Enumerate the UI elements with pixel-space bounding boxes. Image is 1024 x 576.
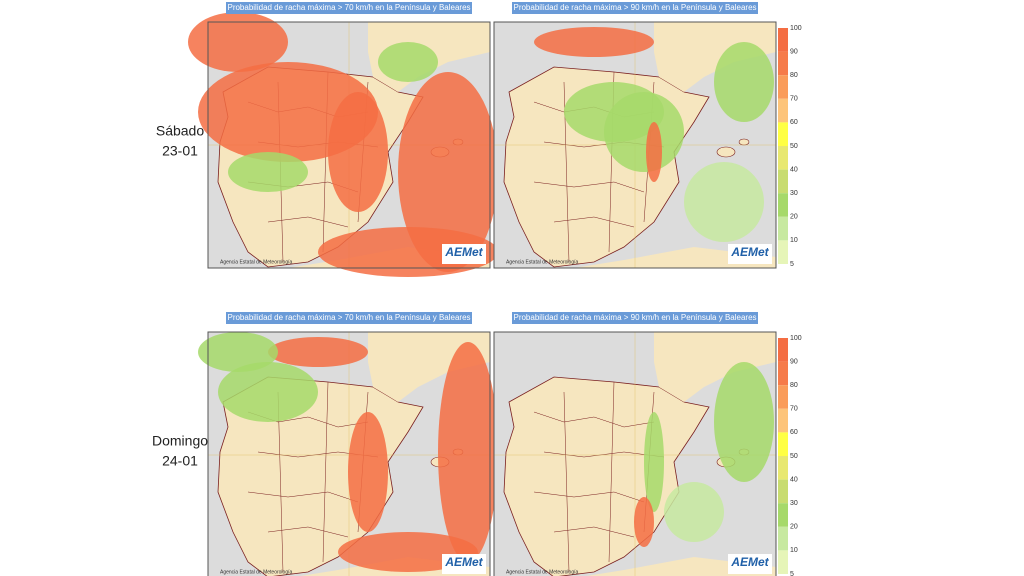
credit: Agencia Estatal de Meteorología: [506, 259, 578, 265]
map-panel: AEMet Agencia Estatal de Meteorología: [188, 12, 498, 277]
legend-swatch: [778, 338, 788, 362]
logo: AEMet: [730, 245, 769, 259]
title-bg: [512, 2, 758, 14]
wind-area: [218, 362, 318, 422]
legend-swatch: [778, 526, 788, 551]
logo-box: [442, 554, 486, 574]
logo-box: [728, 244, 772, 264]
legend-label: 90: [790, 48, 798, 55]
legend-label: 80: [790, 382, 798, 389]
legend-swatch: [778, 503, 788, 527]
legend-label: 50: [790, 453, 798, 460]
legend-swatch: [778, 193, 788, 217]
legend-label: 60: [790, 119, 798, 126]
legend-label: 100: [790, 335, 802, 342]
legend-swatch: [778, 51, 788, 76]
wind-area: [378, 42, 438, 82]
row-date: 23-01: [162, 143, 198, 159]
legend-label: 100: [790, 25, 802, 32]
legend-label: 20: [790, 214, 798, 221]
title-bg: [226, 2, 472, 14]
legend-swatch: [778, 75, 788, 99]
wind-area: [348, 412, 388, 532]
credit: Agencia Estatal de Meteorología: [506, 569, 578, 575]
wind-area: [646, 122, 662, 182]
wind-area: [328, 92, 388, 212]
wind-area: [564, 82, 664, 142]
legend-swatch: [778, 479, 788, 504]
legend-swatch: [778, 408, 788, 433]
wind-area: [438, 342, 498, 562]
legend-swatch: [778, 146, 788, 170]
legend-label: 60: [790, 429, 798, 436]
legend-swatch: [778, 456, 788, 480]
panel-title: Probabilidad de racha máxima > 90 km/h e…: [513, 313, 756, 322]
wind-area: [714, 362, 774, 482]
row-day: Domingo: [152, 433, 208, 449]
wind-area: [664, 482, 724, 542]
legend-label: 50: [790, 143, 798, 150]
row-date: 24-01: [162, 453, 198, 469]
panel-title: Probabilidad de racha máxima > 90 km/h e…: [513, 3, 756, 12]
wind-area: [188, 12, 288, 72]
wind-area: [398, 72, 498, 272]
legend-swatch: [778, 385, 788, 409]
wind-area: [534, 27, 654, 57]
title-bg: [512, 312, 758, 324]
logo: AEMet: [444, 245, 483, 259]
legend-label: 80: [790, 72, 798, 79]
legend-label: 10: [790, 547, 798, 554]
logo: AEMet: [730, 555, 769, 569]
wind-area: [268, 337, 368, 367]
wind-area: [228, 152, 308, 192]
panel-border: [493, 21, 777, 269]
logo-box: [728, 554, 772, 574]
legend-label: 40: [790, 166, 798, 173]
map-panel: AEMet Agencia Estatal de Meteorología: [493, 331, 777, 576]
wind-area: [714, 42, 774, 122]
logo-box: [442, 244, 486, 264]
row-day: Sábado: [156, 123, 204, 139]
legend-swatch: [778, 240, 788, 264]
panel-border: [207, 21, 491, 269]
legend-label: 30: [790, 190, 798, 197]
wind-area: [634, 497, 654, 547]
panel-border: [493, 331, 777, 576]
panel-border: [207, 331, 491, 576]
legend-label: 90: [790, 358, 798, 365]
panel-title: Probabilidad de racha máxima > 70 km/h e…: [227, 313, 470, 322]
legend-label: 40: [790, 476, 798, 483]
wind-area: [318, 227, 498, 277]
map-panel: AEMet Agencia Estatal de Meteorología: [198, 331, 498, 576]
legend-swatch: [778, 122, 788, 146]
legend-swatch: [778, 432, 788, 456]
wind-area: [644, 412, 664, 512]
legend-swatch: [778, 28, 788, 52]
legend-swatch: [778, 98, 788, 123]
credit: Agencia Estatal de Meteorología: [220, 259, 292, 265]
legend-label: 70: [790, 406, 798, 413]
legend-label: 70: [790, 96, 798, 103]
wind-area: [198, 332, 278, 372]
legend-label: 5: [790, 571, 794, 576]
map-panel: AEMet Agencia Estatal de Meteorología: [493, 21, 777, 269]
legend-swatch: [778, 550, 788, 574]
title-bg: [226, 312, 472, 324]
legend-swatch: [778, 361, 788, 386]
legend-label: 30: [790, 500, 798, 507]
logo: AEMet: [444, 555, 483, 569]
legend-label: 10: [790, 237, 798, 244]
legend-label: 5: [790, 261, 794, 268]
legend-swatch: [778, 169, 788, 194]
credit: Agencia Estatal de Meteorología: [220, 569, 292, 575]
legend-label: 20: [790, 524, 798, 531]
legend-swatch: [778, 216, 788, 241]
wind-area: [684, 162, 764, 242]
panel-title: Probabilidad de racha máxima > 70 km/h e…: [227, 3, 470, 12]
